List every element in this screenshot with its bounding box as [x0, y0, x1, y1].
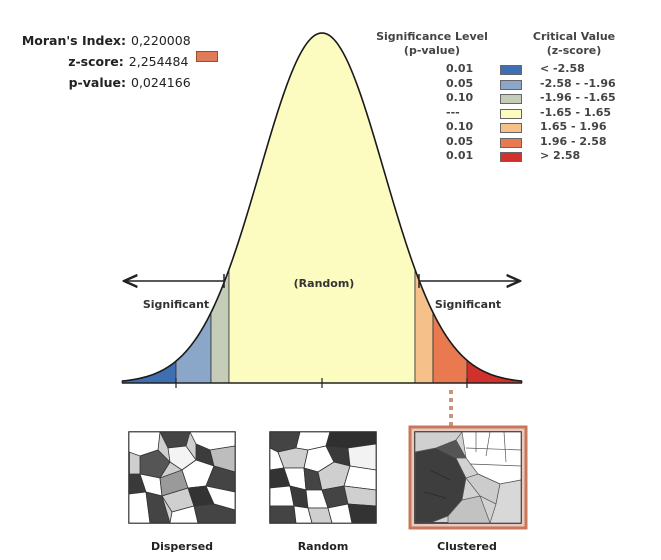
significant-right-label: Significant [435, 298, 501, 311]
legend-critical-value: -1.96 - -1.65 [540, 91, 616, 104]
legend-row: 0.10 1.65 - 1.96 [376, 120, 646, 135]
significant-left-label: Significant [143, 298, 209, 311]
legend-critical-value: 1.65 - 1.96 [540, 120, 607, 133]
legend-significance: --- [446, 105, 460, 119]
legend-row: --- -1.65 - 1.65 [376, 106, 646, 121]
legend-row: 0.10 -1.96 - -1.65 [376, 91, 646, 106]
significance-level-header: Significance Level (p-value) [376, 30, 488, 58]
curve-region [210, 269, 230, 384]
legend-swatch [500, 65, 522, 75]
z-score-label: z-score: [68, 54, 124, 69]
z-score-row: z-score: 2,254484 [18, 51, 218, 72]
legend-swatch [500, 79, 522, 90]
legend-significance: 0.10 [446, 91, 474, 104]
legend-row: 0.01 > 2.58 [376, 149, 646, 164]
morans-index-label: Moran's Index: [21, 33, 126, 48]
p-value-value: 0,024166 [131, 75, 191, 90]
z-score-value: 2,254484 [128, 54, 189, 69]
critical-value-header: Critical Value (z-score) [526, 30, 622, 58]
clustered-map [408, 425, 528, 530]
curve-region [228, 32, 416, 384]
legend-swatch [500, 123, 522, 133]
critical-value-subtitle: (z-score) [546, 44, 602, 57]
legend-critical-value: > 2.58 [540, 149, 581, 162]
legend-swatch [500, 94, 522, 104]
morans-index-value: 0,220008 [131, 33, 191, 48]
significance-level-subtitle: (p-value) [403, 44, 461, 57]
legend-significance: 0.05 [446, 134, 474, 148]
legend-critical-value: < -2.58 [540, 62, 585, 75]
z-score-swatch [196, 51, 218, 62]
legend-row: 0.05 -2.58 - -1.96 [376, 77, 646, 92]
statistics-block: Moran's Index: 0,220008 z-score: 2,25448… [18, 30, 218, 93]
legend-row: 0.01 < -2.58 [376, 62, 646, 77]
legend-swatch [500, 152, 522, 162]
legend-significance: 0.05 [446, 76, 474, 90]
bell-curve-outline [121, 32, 523, 382]
legend-critical-value: 1.96 - 2.58 [540, 134, 607, 148]
p-value-label: p-value: [68, 75, 126, 90]
random-label: (Random) [294, 277, 355, 290]
curve-regions [121, 32, 523, 384]
critical-value-title: Critical Value [532, 30, 616, 43]
legend-critical-value: -2.58 - -1.96 [540, 76, 616, 90]
p-value-row: p-value: 0,024166 [18, 72, 218, 93]
legend-significance: 0.10 [446, 120, 474, 133]
dispersed-map [128, 431, 236, 524]
random-caption: Random [297, 540, 349, 553]
curve-region [414, 269, 434, 384]
legend-significance: 0.01 [446, 62, 474, 75]
legend-swatch [500, 108, 522, 119]
random-map [269, 431, 377, 524]
legend-row: 0.05 1.96 - 2.58 [376, 135, 646, 150]
dispersed-caption: Dispersed [150, 540, 214, 553]
significance-level-title: Significance Level [376, 30, 488, 43]
morans-index-row: Moran's Index: 0,220008 [18, 30, 218, 51]
clustered-caption: Clustered [437, 540, 497, 553]
legend-significance: 0.01 [446, 149, 474, 162]
legend-critical-value: -1.65 - 1.65 [540, 105, 612, 119]
legend-swatch [500, 137, 522, 148]
